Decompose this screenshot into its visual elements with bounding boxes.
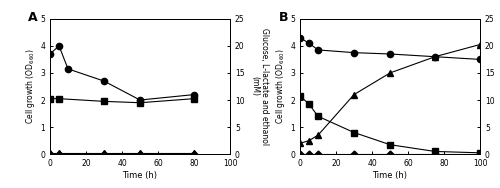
X-axis label: Time (h): Time (h) — [372, 171, 408, 180]
X-axis label: Time (h): Time (h) — [122, 171, 158, 180]
Y-axis label: Glucose, L-lactate and ethanol
(mM): Glucose, L-lactate and ethanol (mM) — [250, 28, 270, 145]
Text: A: A — [28, 11, 38, 24]
Y-axis label: Cell growth (OD$_{660}$): Cell growth (OD$_{660}$) — [24, 49, 38, 124]
Y-axis label: Cell growth (OD$_{660}$): Cell growth (OD$_{660}$) — [274, 49, 287, 124]
Text: B: B — [278, 11, 288, 24]
